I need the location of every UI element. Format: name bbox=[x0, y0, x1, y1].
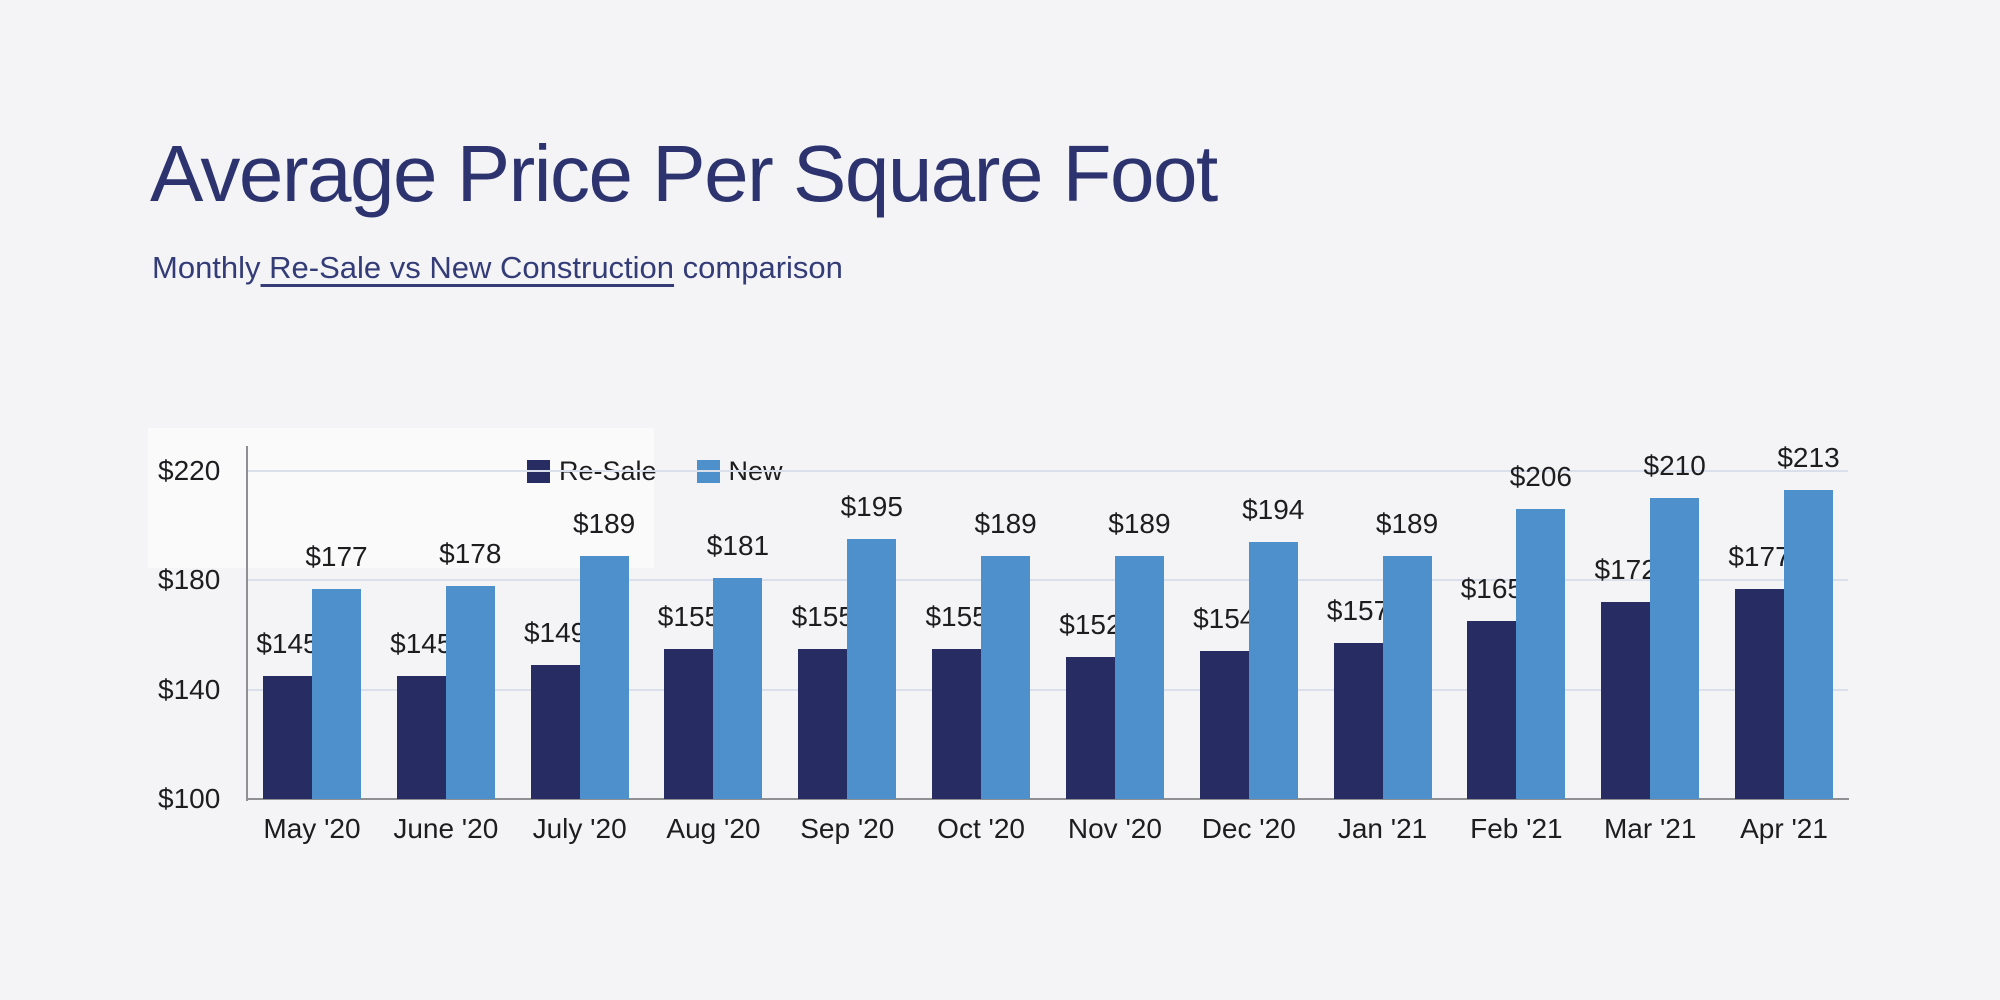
y-axis-tick-label: $140 bbox=[158, 673, 221, 705]
bar-value-label: $145 bbox=[390, 628, 453, 660]
gridline-140 bbox=[247, 688, 1848, 691]
new-bar-Sep-20 bbox=[847, 539, 897, 799]
page-subtitle: Monthly Re-Sale vs New Construction comp… bbox=[152, 250, 843, 286]
bar-value-label: $178 bbox=[439, 537, 502, 569]
bar-value-label: $172 bbox=[1594, 554, 1657, 586]
x-axis-category-label: Sep '20 bbox=[800, 813, 895, 844]
x-axis-category-label: Dec '20 bbox=[1201, 813, 1296, 844]
re-sale-bar-Apr-21 bbox=[1735, 588, 1785, 799]
bar-value-label: $149 bbox=[523, 617, 587, 649]
background-highlight-panel bbox=[148, 428, 654, 568]
gridline-220 bbox=[247, 470, 1848, 473]
bar-value-label: $157 bbox=[1326, 595, 1390, 627]
x-axis-category-label: Nov '20 bbox=[1067, 813, 1162, 844]
new-bar-Dec-20 bbox=[1248, 542, 1298, 799]
new-bar-July-20 bbox=[579, 555, 629, 799]
new-bar-Aug-20 bbox=[713, 577, 763, 799]
y-axis-tick-label: $180 bbox=[158, 564, 221, 596]
bar-value-label: $189 bbox=[974, 507, 1037, 539]
new-bar-Jan-21 bbox=[1382, 555, 1432, 799]
bar-value-label: $206 bbox=[1509, 461, 1573, 493]
x-axis-category-label: Feb '21 bbox=[1470, 813, 1563, 844]
bar-value-label: $154 bbox=[1193, 603, 1256, 635]
x-axis-category-label: June '20 bbox=[393, 813, 499, 844]
bar-value-label: $165 bbox=[1460, 573, 1524, 605]
re-sale-bar-Jan-21 bbox=[1333, 643, 1383, 799]
bar-value-label: $145 bbox=[256, 628, 319, 660]
page-title: Average Price Per Square Foot bbox=[150, 129, 1218, 218]
subtitle-prefix: Monthly bbox=[152, 250, 261, 285]
re-sale-bar-July-20 bbox=[530, 665, 580, 799]
re-sale-bar-Dec-20 bbox=[1199, 651, 1249, 799]
x-axis-category-label: Mar '21 bbox=[1603, 813, 1697, 844]
bar-value-label: $189 bbox=[572, 507, 636, 539]
bar-value-label: $155 bbox=[791, 600, 854, 632]
re-sale-bar-Nov-20 bbox=[1065, 656, 1115, 799]
new-bar-June-20 bbox=[445, 585, 495, 799]
re-sale-bar-Sep-20 bbox=[798, 648, 848, 799]
x-axis-category-label: Oct '20 bbox=[937, 813, 1025, 844]
x-axis-category-label: Apr '21 bbox=[1740, 813, 1828, 844]
new-bar-Nov-20 bbox=[1114, 555, 1164, 799]
new-bar-Feb-21 bbox=[1516, 509, 1566, 799]
bar-value-label: $177 bbox=[305, 540, 368, 572]
bar-value-label: $189 bbox=[1108, 507, 1171, 539]
bar-value-label: $181 bbox=[706, 529, 770, 561]
x-axis-category-label: July '20 bbox=[532, 813, 627, 844]
bar-value-label: $177 bbox=[1728, 540, 1791, 572]
bar-value-label: $189 bbox=[1375, 507, 1439, 539]
gridline-180 bbox=[247, 579, 1848, 582]
re-sale-bar-Mar-21 bbox=[1601, 602, 1651, 799]
new-bar-May-20 bbox=[312, 588, 361, 799]
x-axis-category-label: Jan '21 bbox=[1337, 813, 1428, 844]
bar-value-label: $195 bbox=[840, 491, 903, 523]
bar-value-label: $155 bbox=[657, 600, 721, 632]
x-axis-line bbox=[246, 798, 1849, 800]
y-axis-tick-label: $100 bbox=[158, 783, 221, 814]
re-sale-bar-Oct-20 bbox=[932, 648, 982, 799]
y-axis-tick-label: $220 bbox=[158, 455, 221, 487]
y-axis-line bbox=[246, 446, 248, 801]
bar-value-label: $152 bbox=[1059, 608, 1122, 640]
x-axis-category-label: Aug '20 bbox=[666, 813, 761, 844]
bar-value-label: $213 bbox=[1777, 442, 1840, 474]
x-axis-category-label: May '20 bbox=[263, 813, 361, 844]
new-bar-Apr-21 bbox=[1784, 490, 1834, 799]
subtitle-suffix: comparison bbox=[674, 250, 843, 285]
subtitle-underlined-phrase: Re-Sale vs New Construction bbox=[260, 250, 675, 285]
re-sale-bar-Aug-20 bbox=[664, 648, 714, 799]
re-sale-bar-June-20 bbox=[396, 676, 446, 799]
new-bar-Oct-20 bbox=[981, 555, 1031, 799]
bar-value-label: $155 bbox=[925, 600, 988, 632]
new-bar-Mar-21 bbox=[1650, 498, 1700, 799]
bar-value-label: $210 bbox=[1643, 450, 1706, 482]
bar-value-label: $194 bbox=[1242, 494, 1305, 526]
re-sale-bar-May-20 bbox=[263, 676, 312, 799]
re-sale-bar-Feb-21 bbox=[1467, 621, 1517, 799]
